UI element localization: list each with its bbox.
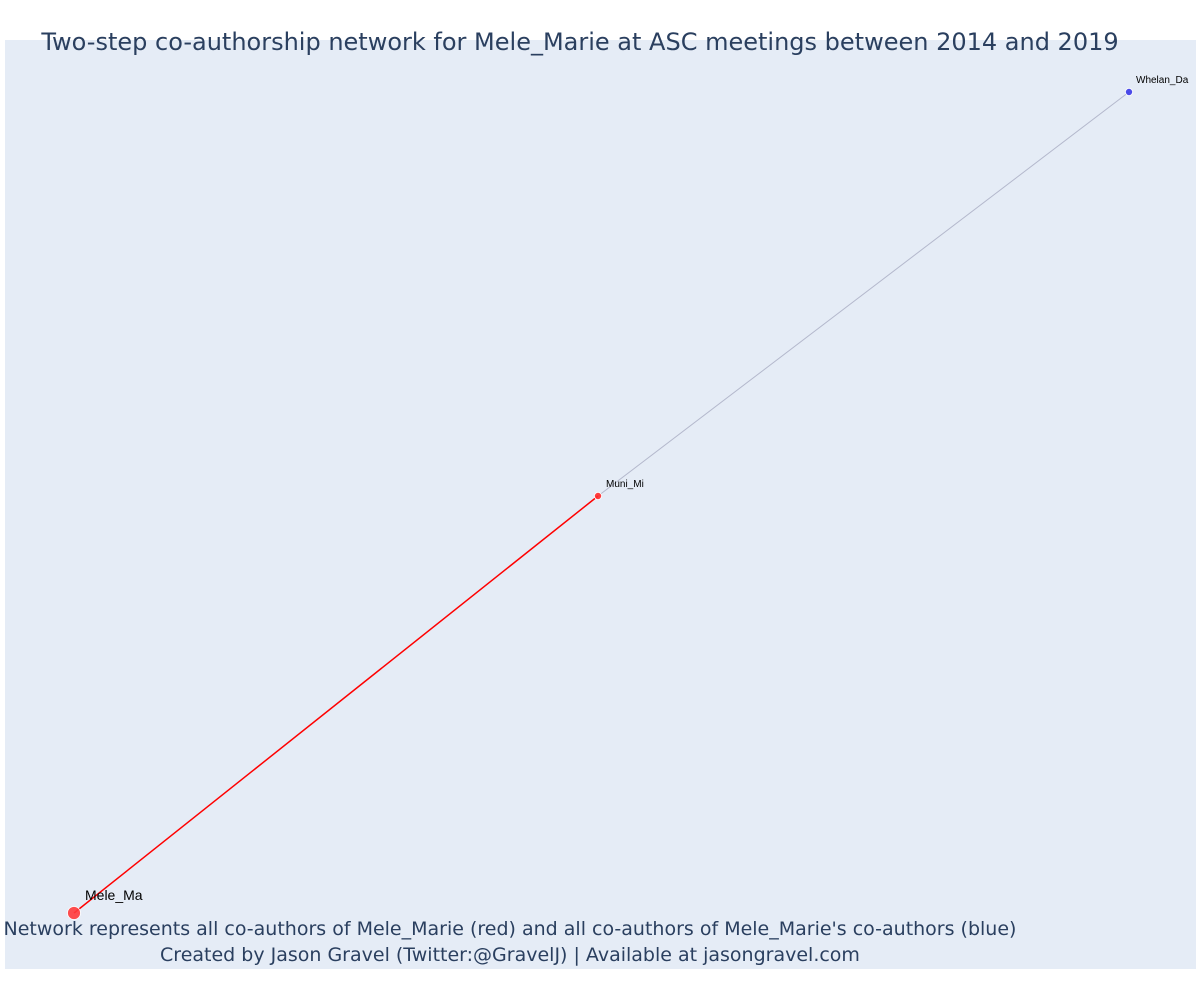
plot-background [5,40,1196,969]
edge-mele-muni [73,495,599,914]
chart-title: Two-step co-authorship network for Mele_… [41,28,1119,56]
node-label-whelan: Whelan_Da [1136,75,1189,86]
node-label-muni: Muni_Mi [606,479,644,490]
node-whelan[interactable] [1125,88,1134,97]
caption-line-2: Created by Jason Gravel (Twitter:@Gravel… [160,944,860,966]
node-label-mele: Mele_Ma [85,887,143,903]
node-muni[interactable] [594,491,603,500]
caption-line-1: Network represents all co-authors of Mel… [3,918,1017,940]
edge-muni-whelan [597,91,1130,497]
node-mele[interactable] [67,906,81,920]
edge-layer [73,91,1130,914]
label-layer: Mele_Ma Muni_Mi Whelan_Da [85,75,1189,903]
node-layer [67,88,1134,920]
